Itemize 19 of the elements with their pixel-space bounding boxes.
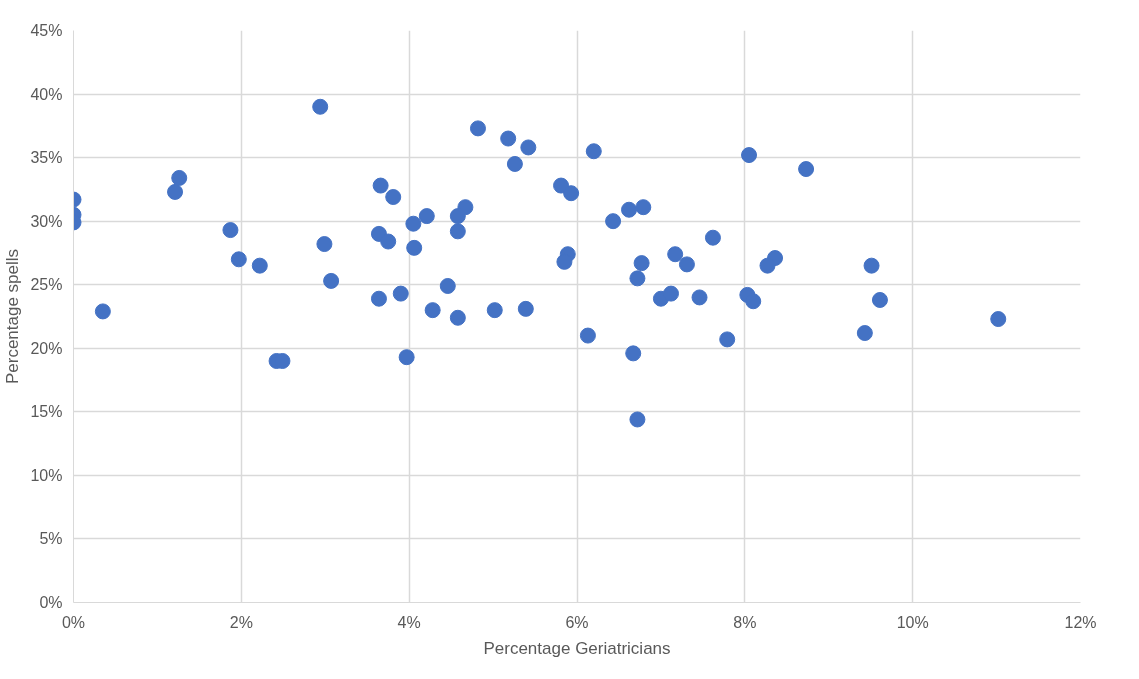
x-tick-label: 0% [61, 613, 86, 631]
x-tick-label: 6% [565, 613, 589, 631]
y-tick-label: 35% [30, 149, 63, 167]
y-tick-label: 40% [30, 85, 63, 103]
y-tick-label: 0% [39, 594, 63, 611]
x-axis-title: Percentage Geriatricians [483, 638, 671, 658]
x-tick-label: 2% [229, 613, 253, 631]
y-tick-label: 10% [30, 466, 63, 484]
y-tick-label: 15% [30, 403, 63, 421]
x-tick-label: 12% [1064, 613, 1097, 631]
y-tick-label: 45% [30, 22, 63, 39]
x-tick-label: 4% [397, 613, 421, 631]
y-tick-label: 30% [30, 212, 63, 230]
x-tick-label: 10% [896, 613, 929, 631]
y-tick-label: 5% [39, 530, 63, 548]
y-axis-title: Percentage spells [3, 248, 23, 385]
x-tick-label: 8% [733, 613, 757, 631]
y-tick-label: 20% [30, 339, 63, 357]
y-tick-label: 25% [30, 276, 63, 294]
